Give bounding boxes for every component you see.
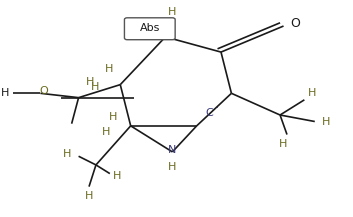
Text: H: H: [279, 139, 288, 149]
Text: C: C: [205, 108, 213, 118]
FancyBboxPatch shape: [125, 18, 175, 40]
Text: H: H: [1, 88, 9, 98]
Text: Abs: Abs: [139, 23, 160, 33]
Text: H: H: [91, 82, 100, 92]
Text: O: O: [291, 17, 300, 30]
Text: H: H: [101, 127, 110, 137]
Text: ·: ·: [216, 104, 219, 113]
Text: H: H: [105, 64, 113, 74]
Text: H: H: [108, 112, 117, 122]
Text: H: H: [322, 117, 330, 127]
Text: H: H: [308, 88, 316, 98]
Text: O: O: [40, 86, 48, 96]
Text: H: H: [85, 77, 94, 87]
Text: H: H: [113, 171, 122, 181]
Text: H: H: [168, 162, 176, 172]
Text: H: H: [63, 149, 72, 159]
Text: H: H: [85, 191, 93, 201]
Text: H: H: [168, 7, 176, 17]
Text: N: N: [168, 145, 176, 155]
